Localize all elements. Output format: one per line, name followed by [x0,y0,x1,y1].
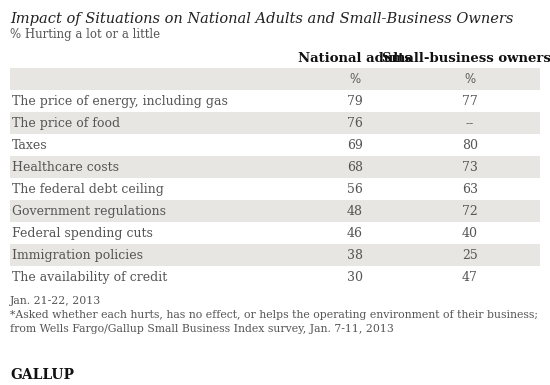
Bar [10,200,540,222]
Text: 79: 79 [347,95,363,108]
Text: 56: 56 [347,183,363,196]
Bar [10,90,540,112]
Text: National adults: National adults [298,52,412,65]
Text: Government regulations: Government regulations [12,205,166,218]
Text: Small-business owners*: Small-business owners* [382,52,550,65]
Bar [10,178,540,200]
Text: Immigration policies: Immigration policies [12,249,143,262]
Text: 30: 30 [347,271,363,284]
Text: 68: 68 [347,161,363,174]
Text: 73: 73 [462,161,478,174]
Bar [10,68,540,90]
Text: Healthcare costs: Healthcare costs [12,161,119,174]
Bar [10,222,540,244]
Text: 40: 40 [462,227,478,240]
Bar [10,112,540,134]
Text: 38: 38 [347,249,363,262]
Bar [10,156,540,178]
Text: Impact of Situations on National Adults and Small-Business Owners: Impact of Situations on National Adults … [10,12,513,26]
Text: 77: 77 [462,95,478,108]
Text: The availability of credit: The availability of credit [12,271,167,284]
Text: 69: 69 [347,139,363,152]
Text: Federal spending cuts: Federal spending cuts [12,227,153,240]
Text: Taxes: Taxes [12,139,48,152]
Text: The federal debt ceiling: The federal debt ceiling [12,183,164,196]
Text: 47: 47 [462,271,478,284]
Text: Jan. 21-22, 2013: Jan. 21-22, 2013 [10,296,101,306]
Text: 72: 72 [462,205,478,218]
Bar [10,266,540,288]
Text: The price of energy, including gas: The price of energy, including gas [12,95,228,108]
Text: *Asked whether each hurts, has no effect, or helps the operating environment of : *Asked whether each hurts, has no effect… [10,310,538,334]
Text: The price of food: The price of food [12,117,120,130]
Text: --: -- [466,117,474,130]
Text: 80: 80 [462,139,478,152]
Text: %: % [464,73,476,86]
Bar [10,244,540,266]
Text: 76: 76 [347,117,363,130]
Text: 48: 48 [347,205,363,218]
Text: 63: 63 [462,183,478,196]
Text: % Hurting a lot or a little: % Hurting a lot or a little [10,28,160,41]
Text: 46: 46 [347,227,363,240]
Text: 25: 25 [462,249,478,262]
Text: %: % [349,73,361,86]
Text: GALLUP: GALLUP [10,368,74,382]
Bar [10,134,540,156]
